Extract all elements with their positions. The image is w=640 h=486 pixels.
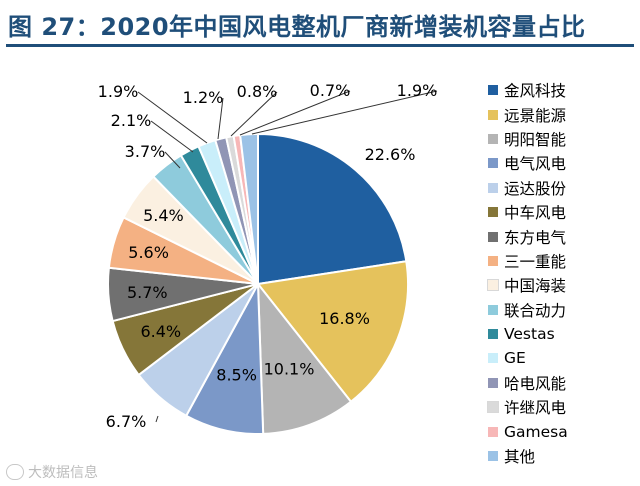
legend-label: 哈电风能 [504, 374, 567, 393]
legend-label: 三一重能 [504, 252, 567, 271]
legend-item: 哈电风能 [488, 371, 638, 395]
legend-item: 中国海装 [487, 273, 638, 297]
legend-item: 联合动力 [488, 298, 638, 322]
slice-label-7: 5.7% [127, 283, 168, 302]
legend-swatch [488, 329, 498, 340]
legend-swatch [487, 401, 499, 414]
slice-label-3: 10.1% [264, 360, 315, 379]
legend-swatch [488, 231, 498, 242]
legend-label: 中车风电 [504, 204, 567, 223]
leader-line-10 [164, 151, 181, 169]
watermark-text: 大数据信息 [28, 465, 98, 481]
legend-swatch [488, 255, 498, 266]
slice-label-2: 16.8% [319, 309, 370, 328]
legend-item: 中车风电 [488, 200, 638, 224]
legend-item: GE [488, 346, 638, 370]
legend-label: 运达股份 [504, 179, 567, 198]
legend-item: 明阳智能 [488, 127, 638, 151]
title-underline [6, 44, 634, 47]
legend-swatch [488, 451, 498, 462]
legend-swatch [488, 353, 498, 364]
leader-line-5 [155, 415, 159, 423]
pie-slice-2 [256, 260, 409, 404]
slice-label-14: 0.8% [237, 82, 278, 101]
slice-label-10: 3.7% [125, 142, 166, 161]
chart-title: 图 27：2020年中国风电整机厂商新增装机容量占比 [8, 13, 586, 41]
legend-label: Gamesa [504, 422, 568, 441]
legend-label: 中国海装 [504, 277, 567, 296]
legend-label: GE [504, 349, 526, 368]
pie-slice-3 [256, 280, 353, 435]
leader-line-14 [230, 91, 278, 137]
pie-slice-1 [257, 132, 408, 286]
legend-swatch [488, 133, 498, 144]
legend-swatch [488, 377, 498, 388]
legend-swatch [488, 426, 498, 437]
legend-item: 许继风电 [487, 395, 638, 419]
slice-label-4: 8.5% [216, 366, 257, 385]
legend-label: 电气风电 [504, 155, 567, 174]
legend-item: 东方电气 [488, 224, 638, 248]
legend-swatch [488, 182, 498, 193]
legend-item: 金风科技 [488, 78, 638, 102]
legend-swatch [488, 304, 498, 315]
legend-swatch [488, 85, 498, 96]
legend-label: 联合动力 [504, 301, 567, 320]
legend-item: 其他 [488, 444, 638, 468]
legend-label: 远景能源 [504, 106, 567, 125]
slice-label-8: 5.6% [128, 243, 169, 262]
slice-label-16: 1.9% [397, 81, 438, 100]
slice-label-13: 1.2% [183, 88, 224, 107]
leader-line-11 [150, 120, 194, 153]
leader-line-13 [217, 97, 224, 140]
legend-label: 金风科技 [504, 82, 567, 101]
legend: 金风科技远景能源明阳智能电气风电运达股份中车风电东方电气三一重能中国海装联合动力… [487, 78, 638, 468]
legend-item: 运达股份 [488, 176, 638, 200]
legend-item: 三一重能 [488, 249, 638, 273]
slice-label-6: 6.4% [140, 322, 181, 341]
watermark: 大数据信息 [6, 462, 98, 482]
slice-label-12: 1.9% [98, 82, 139, 101]
legend-label: 明阳智能 [504, 130, 567, 149]
legend-label: 其他 [504, 448, 536, 467]
legend-swatch [488, 109, 498, 120]
legend-swatch [488, 158, 498, 169]
legend-label: Vestas [504, 325, 555, 344]
watermark-icon [6, 464, 24, 480]
legend-item: 电气风电 [488, 151, 638, 175]
slice-label-1: 22.6% [365, 145, 416, 164]
legend-label: 许继风电 [504, 399, 567, 418]
legend-item: Gamesa [488, 419, 638, 443]
slice-label-9: 5.4% [143, 206, 184, 225]
legend-item: Vestas [488, 322, 638, 346]
slice-label-5: 6.7% [106, 412, 147, 431]
legend-label: 东方电气 [504, 228, 567, 247]
legend-item: 远景能源 [488, 102, 638, 126]
legend-swatch [487, 279, 499, 292]
legend-swatch [488, 207, 498, 218]
leader-line-16 [251, 90, 438, 135]
slice-label-15: 0.7% [310, 81, 351, 100]
title-bar: 图 27：2020年中国风电整机厂商新增装机容量占比 [0, 0, 640, 47]
leader-line-15 [239, 90, 351, 136]
leader-line-12 [137, 91, 208, 144]
slice-label-11: 2.1% [111, 111, 152, 130]
